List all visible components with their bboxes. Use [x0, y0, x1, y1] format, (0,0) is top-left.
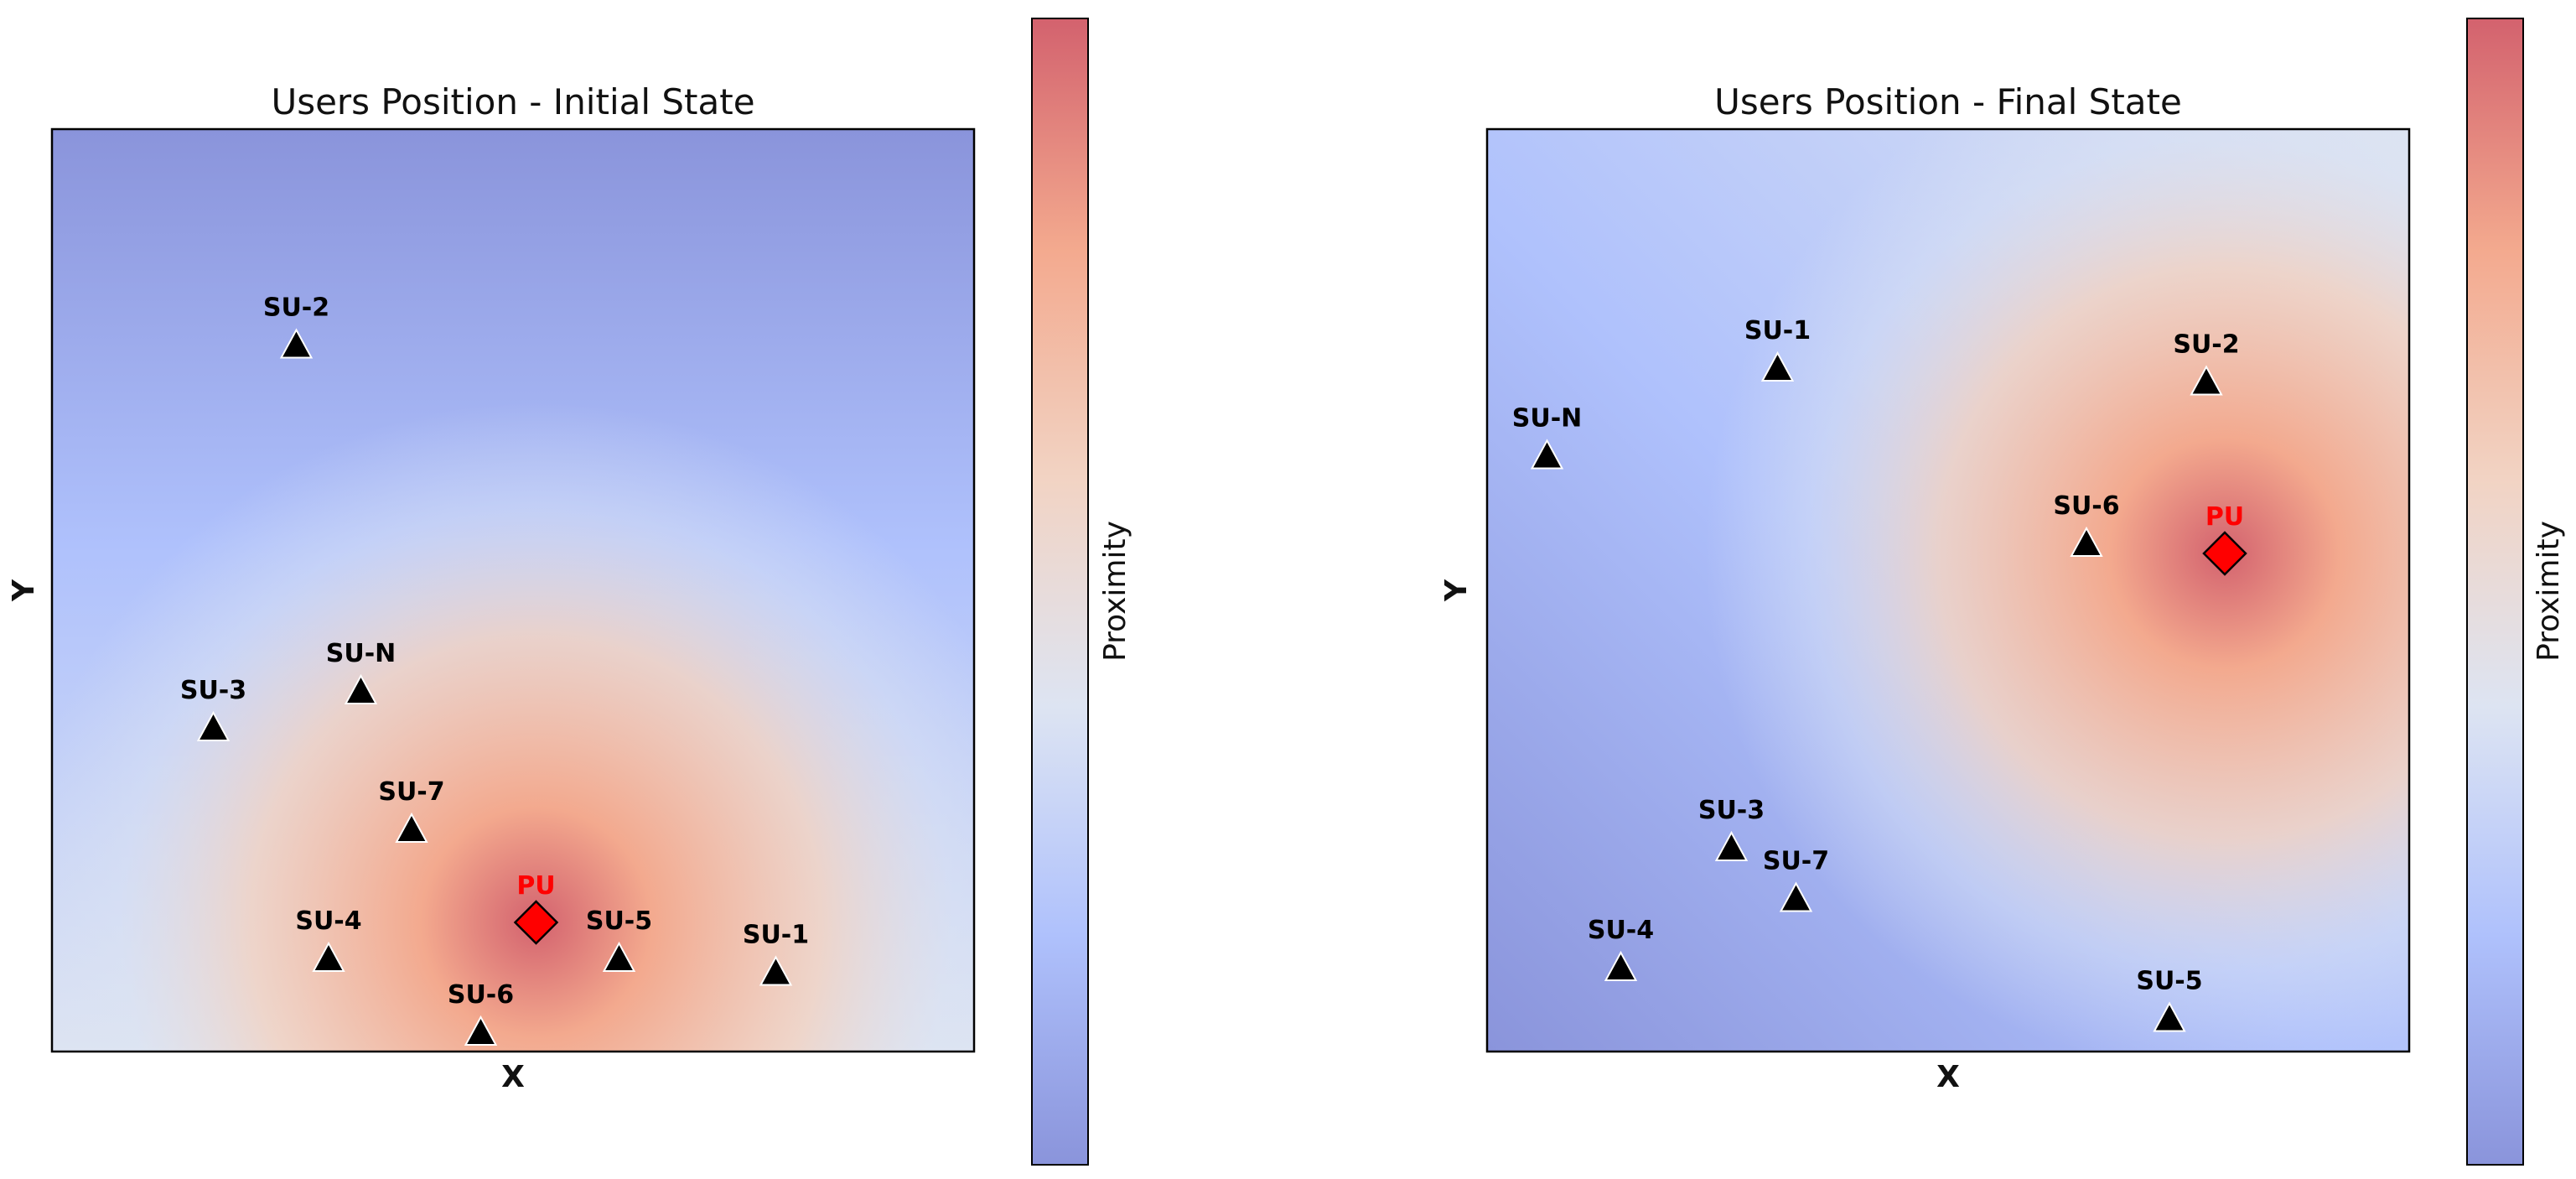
- su-marker-su-5: [602, 941, 636, 972]
- su-marker-su-6: [464, 1015, 498, 1046]
- pu-marker: [2202, 531, 2247, 576]
- heatmap-overlay: [1487, 129, 2409, 1052]
- y-axis-label: Y: [1439, 579, 1474, 602]
- su-label: SU-3: [180, 676, 246, 705]
- su-label: SU-5: [586, 906, 652, 936]
- panel-title: Users Position - Initial State: [271, 81, 754, 122]
- panel-final: Users Position - Final State SU-1 SU-2SU-…: [1439, 18, 2566, 1166]
- colorbar-label: Proximity: [1098, 521, 1133, 662]
- heatmap-overlay: [52, 129, 974, 1052]
- colorbar-label: Proximity: [2532, 521, 2566, 662]
- su-label: SU-2: [2173, 330, 2239, 360]
- su-label: SU-7: [378, 777, 444, 807]
- su-label: SU-1: [743, 921, 809, 950]
- su-label: SU-4: [1588, 916, 1654, 945]
- panel-title: Users Position - Final State: [1714, 81, 2182, 122]
- pu-label: PU: [516, 871, 555, 901]
- su-marker-su-4: [312, 941, 345, 972]
- pu-label: PU: [2205, 502, 2244, 532]
- su-marker-su-n: [1530, 439, 1564, 470]
- su-label: SU-7: [1763, 847, 1829, 876]
- plot-frame: [1485, 127, 2411, 1053]
- su-label: SU-6: [448, 980, 514, 1010]
- su-marker-su-1: [759, 955, 793, 986]
- su-marker-su-2: [279, 328, 314, 359]
- panel-initial: Users Position - Initial State SU-1SU-2S…: [7, 18, 1133, 1166]
- su-marker-su-7: [395, 812, 428, 843]
- su-label: SU-2: [263, 293, 329, 323]
- su-marker-su-2: [2190, 365, 2223, 396]
- colorbar: [2466, 18, 2524, 1166]
- x-axis-label: X: [1936, 1060, 1960, 1094]
- su-marker-su-n: [344, 673, 378, 704]
- su-label: SU-N: [1512, 404, 1583, 434]
- su-marker-su-6: [2070, 526, 2103, 557]
- su-marker-su-3: [196, 710, 231, 741]
- scatter-points: SU-1 SU-2 SU-3 SU-4 SU-5 SU-6 SU-7 SU-N PU: [1512, 316, 2247, 1032]
- su-label: SU-1: [1744, 316, 1811, 345]
- su-label: SU-6: [2053, 491, 2119, 521]
- su-label: SU-4: [295, 906, 361, 936]
- su-label: SU-N: [326, 639, 397, 668]
- su-marker-su-1: [1760, 351, 1795, 382]
- pu-marker: [513, 900, 559, 945]
- x-axis-label: X: [501, 1060, 525, 1094]
- scatter-points: SU-1 SU-2 SU-3 SU-4 SU-5 SU-6 SU-7 SU-N PU: [180, 293, 809, 1046]
- su-label: SU-5: [2136, 967, 2202, 996]
- su-label: SU-3: [1698, 796, 1765, 825]
- y-axis-label: Y: [7, 579, 41, 602]
- su-marker-su-4: [1604, 950, 1638, 981]
- plot-frame: [50, 127, 976, 1053]
- su-marker-su-7: [1779, 881, 1813, 912]
- su-marker-su-3: [1714, 830, 1749, 861]
- colorbar: [1031, 18, 1089, 1166]
- su-marker-su-5: [2153, 1001, 2186, 1032]
